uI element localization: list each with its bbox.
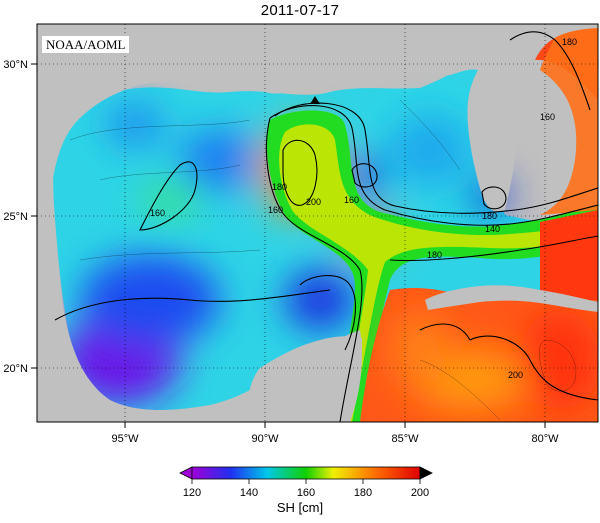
contour-label: 200 (306, 197, 321, 207)
colorbar-tick-label: 140 (240, 487, 258, 499)
contour-label: 160 (150, 208, 165, 218)
contour-label: 180 (427, 250, 442, 260)
contour-lines (54, 31, 598, 422)
contour-160-west (139, 161, 198, 231)
us-gulf-coast (37, 24, 420, 185)
longitude-labels: 95°W 90°W 85°W 80°W (111, 433, 559, 445)
colorbar-tick-label: 180 (354, 487, 372, 499)
contour-label: 160 (268, 205, 283, 215)
contour-140-blob (351, 163, 378, 188)
colorbar-tick-label: 200 (411, 487, 429, 499)
contour-180-loop (269, 105, 598, 226)
contour-140-east (481, 186, 507, 210)
colorbar-tick-label: 120 (183, 487, 201, 499)
cuba-island (425, 285, 598, 312)
contour-label: 160 (540, 112, 555, 122)
contour-label: 140 (485, 224, 500, 234)
map-title: 2011-07-17 (260, 2, 340, 19)
contour-200-eddy (282, 139, 318, 206)
latitude-labels: 30°N 25°N 20°N (3, 59, 28, 375)
lat-label: 20°N (3, 363, 28, 375)
contour-label: 200 (508, 370, 523, 380)
colorbar-right-arrow (419, 466, 433, 480)
contour-180-caribbean (389, 235, 598, 262)
lat-label: 25°N (3, 211, 28, 223)
colorbar-left-arrow (179, 466, 193, 480)
axis-ticks (31, 63, 546, 428)
colorbar-title: SH [cm] (276, 500, 324, 515)
lon-label: 90°W (251, 433, 279, 445)
colorbar: 120 140 160 180 200 (179, 466, 433, 499)
credit-label: NOAA/AOML (42, 36, 130, 53)
lon-label: 85°W (391, 433, 419, 445)
colorbar-gradient (191, 466, 421, 480)
map-frame (36, 23, 599, 423)
graticule (37, 24, 598, 422)
contour-160-west2 (54, 289, 331, 321)
station-marker-triangle (310, 96, 320, 104)
contour-label: 180 (562, 37, 577, 47)
lon-label: 80°W (531, 433, 559, 445)
contour-160-florida (509, 31, 591, 111)
map-frame-content: 160 180 200 160 180 160 180 140 180 160 … (37, 24, 598, 422)
contour-200-southeast (469, 335, 598, 401)
lon-label: 95°W (111, 433, 139, 445)
colorbar-tick-label: 160 (297, 487, 315, 499)
thin-contour-lines (69, 99, 577, 421)
contour-label: 160 (344, 195, 359, 205)
florida-peninsula (420, 24, 598, 212)
contour-180-loop-inner (265, 117, 363, 422)
lat-label: 30°N (3, 59, 28, 71)
contour-label: 180 (272, 182, 287, 192)
contour-160-outer (274, 102, 598, 214)
contour-160-south (299, 275, 356, 351)
